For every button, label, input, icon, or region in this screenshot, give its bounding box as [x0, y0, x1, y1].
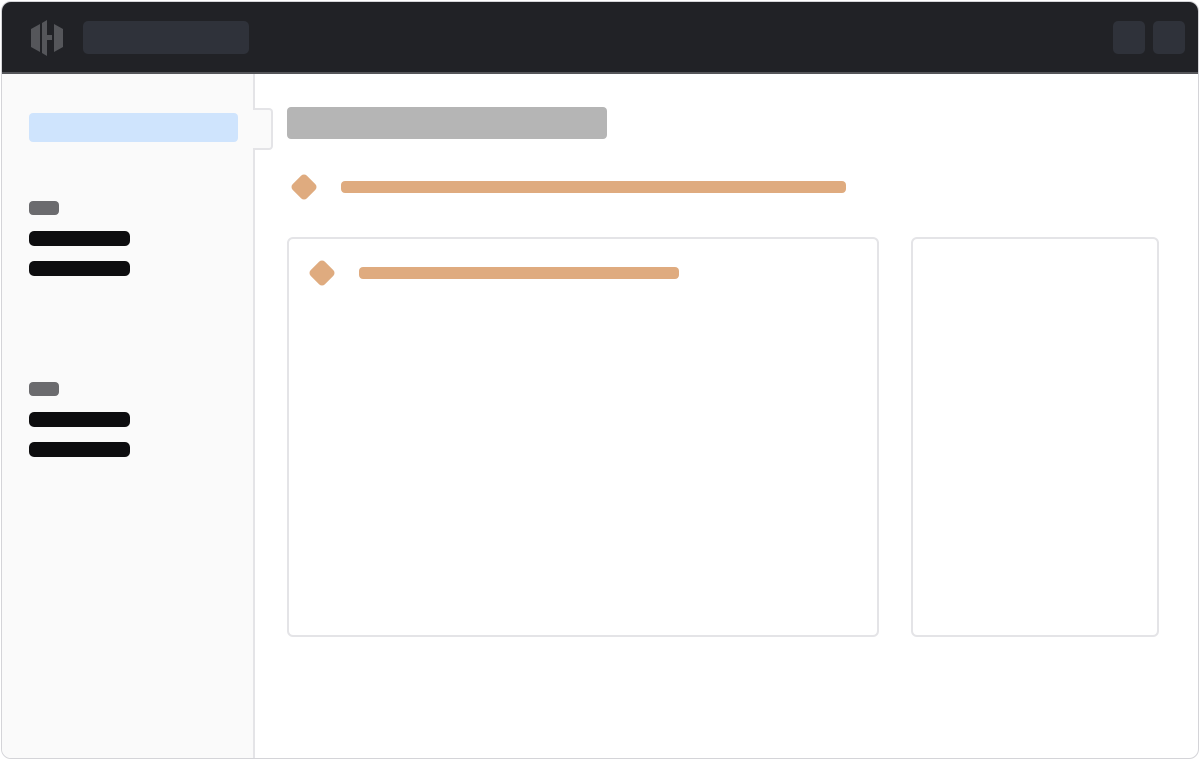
top-header	[2, 2, 1198, 74]
sidebar-active-notch	[253, 108, 273, 150]
diamond-icon	[289, 172, 319, 202]
sidebar-item[interactable]	[29, 261, 130, 276]
sidebar-group-label	[29, 382, 59, 396]
sidebar	[2, 74, 255, 758]
card-heading-placeholder	[359, 267, 679, 279]
side-card	[911, 237, 1159, 637]
header-action-button[interactable]	[1113, 21, 1145, 54]
sidebar-group-label	[29, 201, 59, 215]
diamond-icon	[307, 258, 337, 288]
hexagon-h-logo-icon	[31, 20, 63, 56]
sidebar-item[interactable]	[29, 412, 130, 427]
sidebar-item-active[interactable]	[29, 113, 238, 142]
header-action-button[interactable]	[1153, 21, 1185, 54]
main-card	[287, 237, 879, 637]
search-placeholder[interactable]	[83, 21, 249, 54]
page-title-placeholder	[287, 107, 607, 139]
sidebar-item[interactable]	[29, 231, 130, 246]
alert-text-placeholder	[341, 181, 846, 193]
sidebar-item[interactable]	[29, 442, 130, 457]
